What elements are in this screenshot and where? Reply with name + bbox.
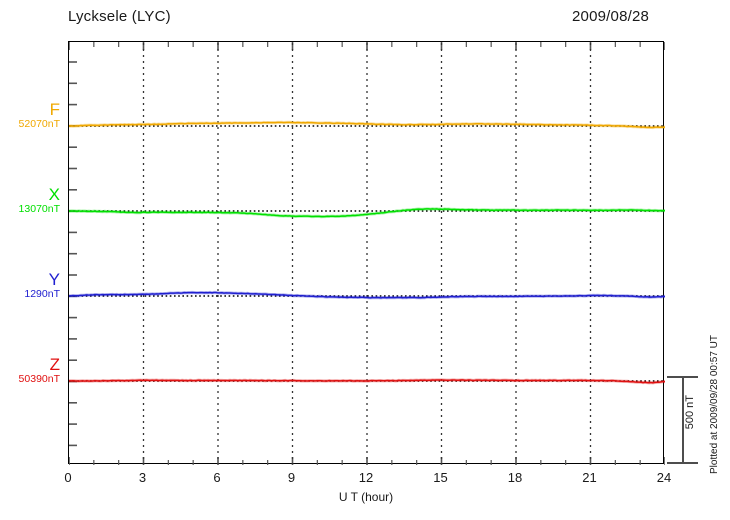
- x-tick-21: 21: [582, 470, 597, 485]
- component-label-z: Z 50390nT: [2, 356, 60, 385]
- x-tick-3: 3: [138, 470, 147, 485]
- scale-bar-top-cap: [667, 376, 698, 378]
- x-tick-6: 6: [213, 470, 221, 485]
- component-letter-z: Z: [49, 355, 60, 374]
- component-letter-x: X: [48, 185, 60, 204]
- magnetogram-svg: [69, 42, 665, 465]
- scale-bar-label: 500 nT: [684, 395, 696, 430]
- x-tick-0: 0: [64, 470, 72, 485]
- component-label-f: F 52070nT: [2, 101, 60, 130]
- component-label-y: Y 1290nT: [2, 271, 60, 300]
- component-letter-y: Y: [48, 270, 60, 289]
- plot-area: [68, 41, 665, 465]
- trace-f: [69, 121, 665, 129]
- component-baseline-f: 52070nT: [18, 117, 60, 130]
- observation-date: 2009/08/28: [572, 8, 650, 25]
- x-tick-12: 12: [358, 470, 374, 485]
- component-letter-f: F: [49, 100, 60, 119]
- x-axis-title: U T (hour): [338, 490, 394, 504]
- trace-x: [69, 208, 665, 218]
- x-tick-15: 15: [433, 470, 448, 485]
- component-baseline-x: 13070nT: [18, 202, 60, 215]
- page-title: Lycksele (LYC): [68, 8, 171, 25]
- x-tick-18: 18: [507, 470, 523, 485]
- trace-y: [69, 291, 665, 299]
- scale-bar-bottom-cap: [667, 462, 698, 464]
- plotted-at-timestamp: Plotted at 2009/09/28 00:57 UT: [709, 335, 720, 474]
- scale-bar: [682, 377, 684, 463]
- x-tick-9: 9: [287, 470, 296, 485]
- component-baseline-z: 50390nT: [18, 372, 60, 385]
- component-label-x: X 13070nT: [2, 186, 60, 215]
- trace-z: [69, 379, 665, 384]
- component-baseline-y: 1290nT: [24, 287, 60, 300]
- x-tick-24: 24: [656, 470, 672, 485]
